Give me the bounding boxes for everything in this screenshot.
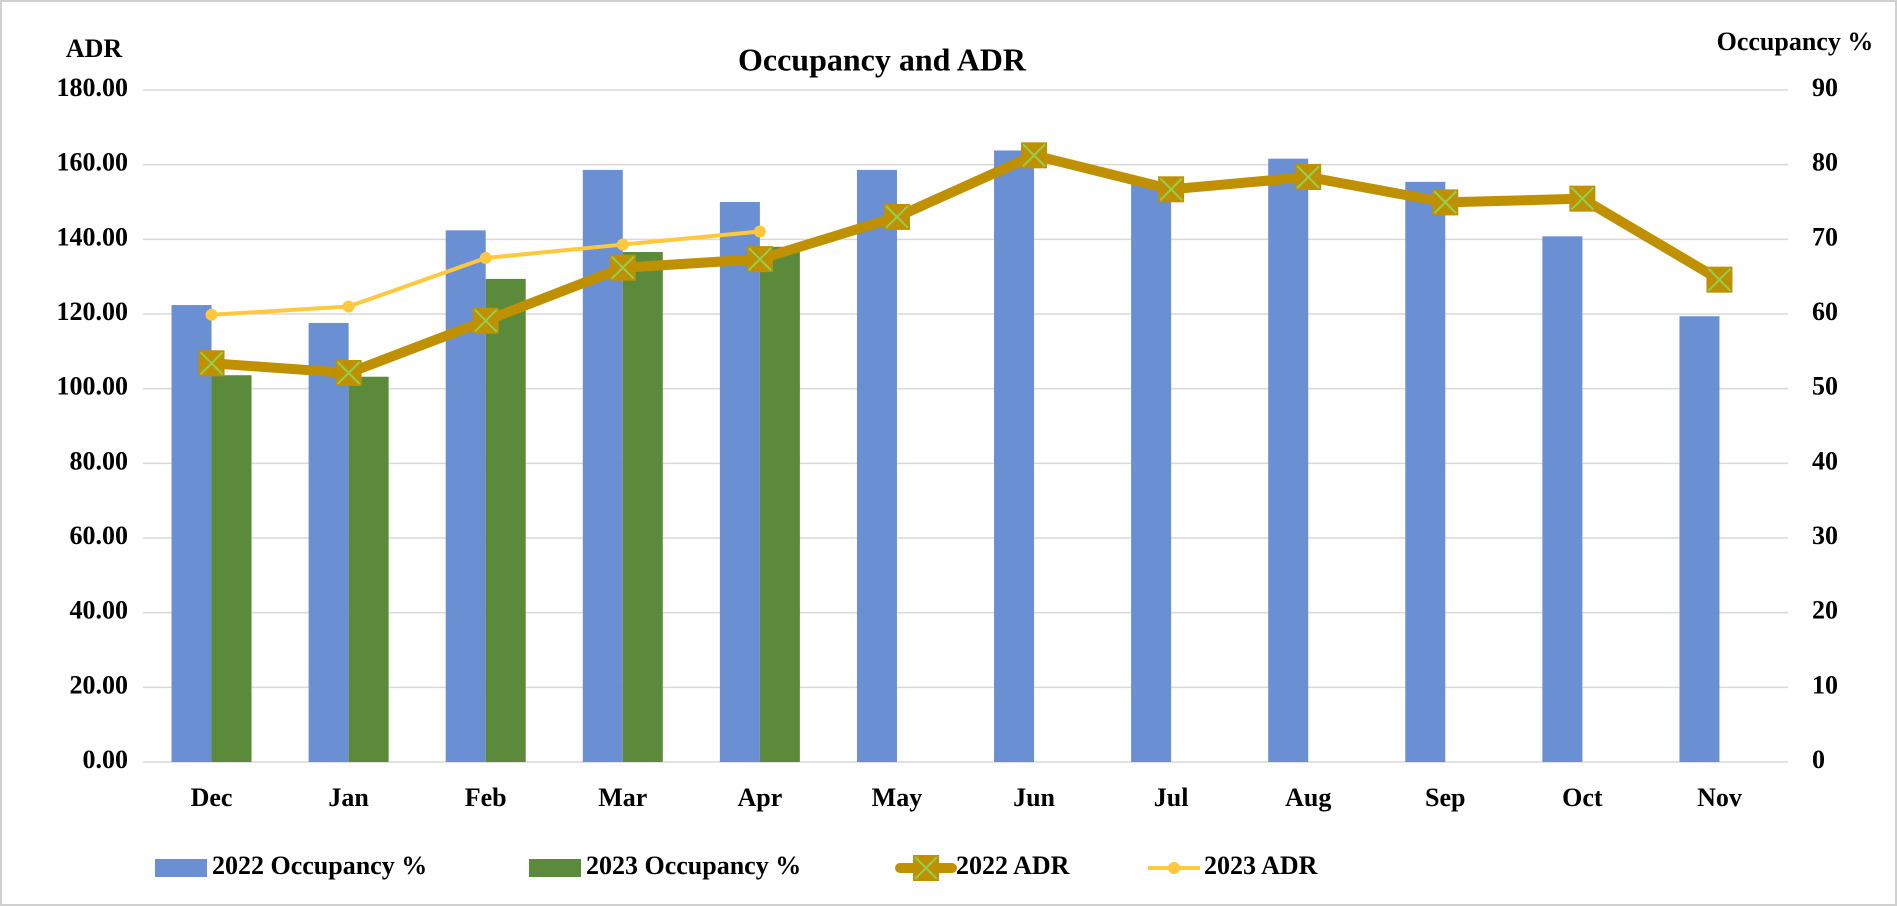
marker	[479, 252, 492, 264]
y-tick-label: 140.00	[57, 222, 129, 251]
bar	[211, 375, 252, 762]
x-tick-label: May	[872, 783, 923, 812]
y2-tick-label: 80	[1812, 148, 1838, 177]
bar	[759, 246, 800, 763]
marker-x	[1296, 165, 1320, 189]
legend-label: 2023 ADR	[1204, 851, 1318, 880]
x-tick-label: Mar	[598, 783, 647, 812]
marker-x	[1570, 186, 1595, 211]
marker-x	[748, 247, 772, 271]
y-tick-label: 60.00	[70, 521, 129, 550]
marker	[1569, 185, 1596, 212]
x-tick-label: Jun	[1013, 783, 1055, 812]
y-tick-label: 0.00	[83, 745, 129, 774]
y-tick-label: 80.00	[70, 446, 129, 475]
y2-tick-label: 40	[1812, 446, 1838, 475]
marker	[1432, 189, 1459, 216]
marker-x	[1022, 143, 1046, 168]
marker-x	[199, 351, 224, 375]
bar	[1268, 158, 1309, 762]
legend-label: 2022 ADR	[956, 851, 1070, 880]
marker	[753, 225, 766, 238]
y-tick-label: 160.00	[57, 148, 129, 177]
x-tick-label: Dec	[191, 783, 233, 812]
marker	[198, 350, 225, 377]
bar	[622, 252, 663, 762]
x-tick-label: Aug	[1285, 783, 1331, 812]
y-tick-label: 20.00	[70, 670, 129, 699]
marker	[616, 238, 629, 251]
y2-tick-label: 30	[1812, 521, 1838, 550]
y2-tick-label: 10	[1812, 670, 1838, 699]
bar	[348, 376, 389, 762]
marker	[1295, 163, 1322, 190]
marker	[205, 308, 218, 321]
x-tick-label: Jul	[1154, 783, 1189, 812]
x-tick-label: Oct	[1562, 783, 1603, 812]
y-tick-label: 180.00	[57, 73, 129, 102]
bar	[856, 169, 897, 763]
bar	[719, 202, 760, 762]
bar	[1405, 181, 1446, 763]
y2-axis-title: Occupancy %	[1717, 27, 1874, 56]
marker	[1021, 142, 1048, 169]
bar	[308, 322, 349, 762]
y-axis-title: ADR	[66, 34, 123, 63]
bar	[1131, 181, 1172, 763]
marker	[342, 300, 355, 313]
y-tick-label: 100.00	[57, 372, 129, 401]
legend-marker	[1168, 862, 1180, 874]
legend-label: 2023 Occupancy %	[586, 851, 801, 880]
y2-tick-label: 60	[1812, 297, 1838, 326]
x-tick-label: Apr	[737, 783, 782, 812]
bar	[485, 278, 526, 762]
marker-x	[885, 205, 909, 229]
marker	[335, 359, 362, 386]
marker	[609, 254, 636, 281]
marker	[746, 246, 773, 273]
marker-x	[474, 309, 498, 333]
legend-marker-x	[914, 856, 938, 880]
y2-tick-label: 50	[1812, 372, 1838, 401]
marker-x	[1433, 190, 1457, 215]
bar	[171, 305, 212, 762]
bar	[1679, 316, 1720, 762]
marker-x	[336, 361, 361, 385]
x-tick-label: Nov	[1697, 783, 1742, 812]
marker	[1158, 176, 1185, 203]
legend-swatch	[529, 859, 581, 877]
marker	[1706, 266, 1733, 293]
bar	[994, 150, 1035, 763]
marker	[883, 203, 910, 230]
y2-tick-label: 20	[1812, 596, 1838, 625]
marker-x	[1159, 177, 1183, 202]
y2-tick-label: 0	[1812, 745, 1825, 774]
line	[211, 150, 1723, 378]
marker	[472, 307, 499, 334]
legend-label: 2022 Occupancy %	[212, 851, 427, 880]
marker-x	[611, 255, 635, 280]
y-tick-label: 120.00	[57, 297, 129, 326]
y2-tick-label: 70	[1812, 222, 1838, 251]
x-tick-label: Jan	[328, 783, 369, 812]
y2-tick-label: 90	[1812, 73, 1838, 102]
legend-swatch	[155, 859, 207, 877]
chart-title: Occupancy and ADR	[738, 41, 1027, 77]
x-tick-label: Feb	[465, 783, 507, 812]
y-tick-label: 40.00	[70, 596, 129, 625]
marker-x	[1707, 267, 1732, 292]
bar	[1542, 236, 1583, 762]
x-tick-label: Sep	[1425, 783, 1465, 812]
